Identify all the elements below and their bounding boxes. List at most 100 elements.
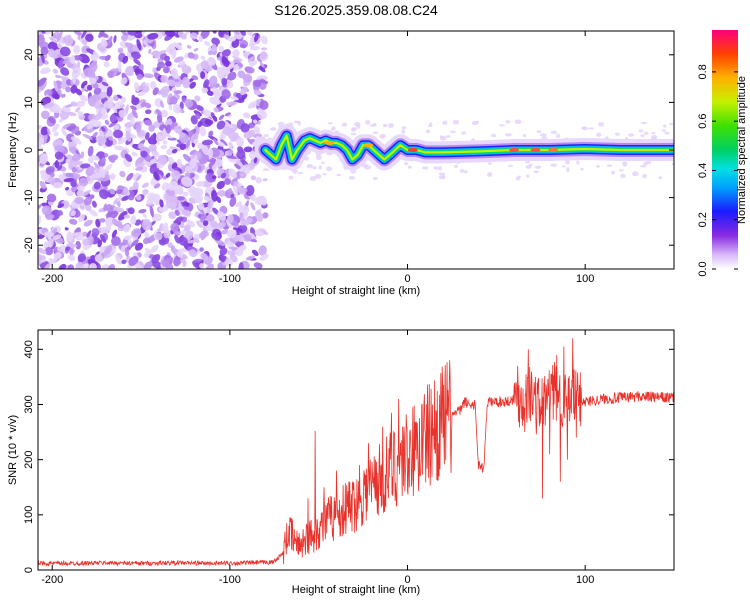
noise-blob — [78, 177, 89, 187]
noise-blob — [200, 252, 209, 261]
noise-blob — [200, 55, 206, 61]
noise-blob — [166, 79, 177, 87]
faint-speckle — [401, 126, 407, 130]
noise-blob — [157, 61, 166, 69]
faint-speckle — [618, 169, 624, 172]
noise-blob — [196, 220, 203, 228]
noise-blob — [203, 41, 211, 46]
noise-blob — [117, 137, 127, 145]
noise-blob — [160, 85, 170, 96]
noise-blob — [160, 74, 168, 84]
noise-blob — [148, 124, 155, 132]
noise-blob — [194, 95, 201, 102]
noise-blob — [257, 230, 264, 236]
noise-blob — [218, 45, 225, 52]
noise-blob — [181, 209, 186, 214]
colorbar-tick-label: 0.8 — [697, 64, 709, 79]
noise-blob — [68, 232, 79, 237]
noise-blob — [39, 180, 47, 190]
noise-blob — [68, 254, 76, 261]
noise-blob — [144, 248, 153, 254]
noise-blob — [99, 247, 104, 256]
noise-blob — [91, 155, 100, 161]
noise-blob — [227, 229, 237, 239]
noise-blob — [67, 264, 75, 269]
noise-blob — [81, 31, 88, 39]
noise-blob — [193, 138, 199, 145]
noise-blob — [208, 130, 214, 137]
noise-blob — [146, 198, 154, 205]
faint-speckle — [331, 126, 336, 131]
noise-blob — [50, 172, 55, 178]
faint-speckle — [297, 171, 304, 174]
faint-speckle — [372, 131, 379, 135]
noise-blob — [226, 155, 238, 160]
noise-blob — [232, 49, 240, 58]
faint-speckle — [539, 133, 547, 137]
noise-blob — [173, 90, 182, 95]
noise-blob — [142, 213, 147, 219]
faint-speckle — [525, 174, 530, 178]
noise-blob — [104, 217, 115, 225]
noise-blob — [199, 126, 207, 137]
noise-blob — [159, 199, 164, 208]
faint-speckle — [514, 119, 522, 125]
noise-blob — [176, 196, 185, 201]
noise-blob — [121, 34, 128, 42]
noise-blob — [55, 31, 60, 35]
noise-blob — [247, 56, 255, 63]
noise-blob — [232, 31, 240, 35]
noise-blob — [107, 35, 113, 46]
noise-blob — [48, 116, 56, 124]
faint-speckle — [262, 168, 270, 172]
noise-blob — [81, 39, 88, 46]
noise-blob — [186, 239, 196, 244]
spectrogram-ytick-label: 20 — [23, 49, 35, 61]
noise-blob — [189, 32, 198, 40]
noise-blob — [120, 243, 128, 253]
noise-blob — [179, 143, 187, 151]
noise-blob — [195, 105, 205, 112]
noise-blob — [81, 189, 91, 197]
noise-blob — [136, 73, 143, 80]
noise-blob — [243, 234, 252, 242]
noise-blob — [101, 157, 107, 163]
noise-blob — [212, 50, 218, 56]
noise-blob — [101, 81, 109, 87]
noise-blob — [165, 172, 171, 178]
noise-blob — [93, 87, 102, 95]
noise-blob — [91, 200, 97, 208]
faint-speckle — [662, 124, 667, 128]
faint-speckle — [404, 161, 408, 166]
snr-series-line — [38, 338, 674, 567]
noise-blob — [253, 89, 262, 96]
noise-blob — [83, 67, 94, 78]
noise-blob — [94, 112, 102, 121]
noise-blob — [221, 49, 231, 58]
faint-speckle — [312, 166, 317, 170]
faint-speckle — [561, 165, 567, 168]
noise-blob — [161, 182, 169, 191]
noise-blob — [117, 60, 122, 73]
noise-blob — [65, 158, 71, 164]
noise-blob — [260, 35, 268, 45]
noise-blob — [176, 250, 184, 258]
noise-blob — [169, 195, 178, 205]
faint-speckle — [522, 133, 527, 138]
noise-blob — [105, 54, 111, 61]
noise-blob — [202, 220, 209, 227]
noise-blob — [107, 70, 115, 78]
noise-blob — [57, 58, 64, 69]
faint-speckle — [528, 163, 533, 167]
noise-blob — [52, 123, 60, 132]
spectrogram-ytick-label: 10 — [23, 96, 35, 108]
noise-blob — [240, 86, 248, 96]
noise-blob — [159, 100, 165, 108]
noise-blob — [101, 38, 108, 48]
noise-blob — [168, 211, 176, 220]
faint-speckle — [487, 172, 493, 177]
faint-speckle — [640, 164, 647, 168]
noise-blob — [193, 155, 198, 164]
noise-blob — [169, 96, 178, 105]
